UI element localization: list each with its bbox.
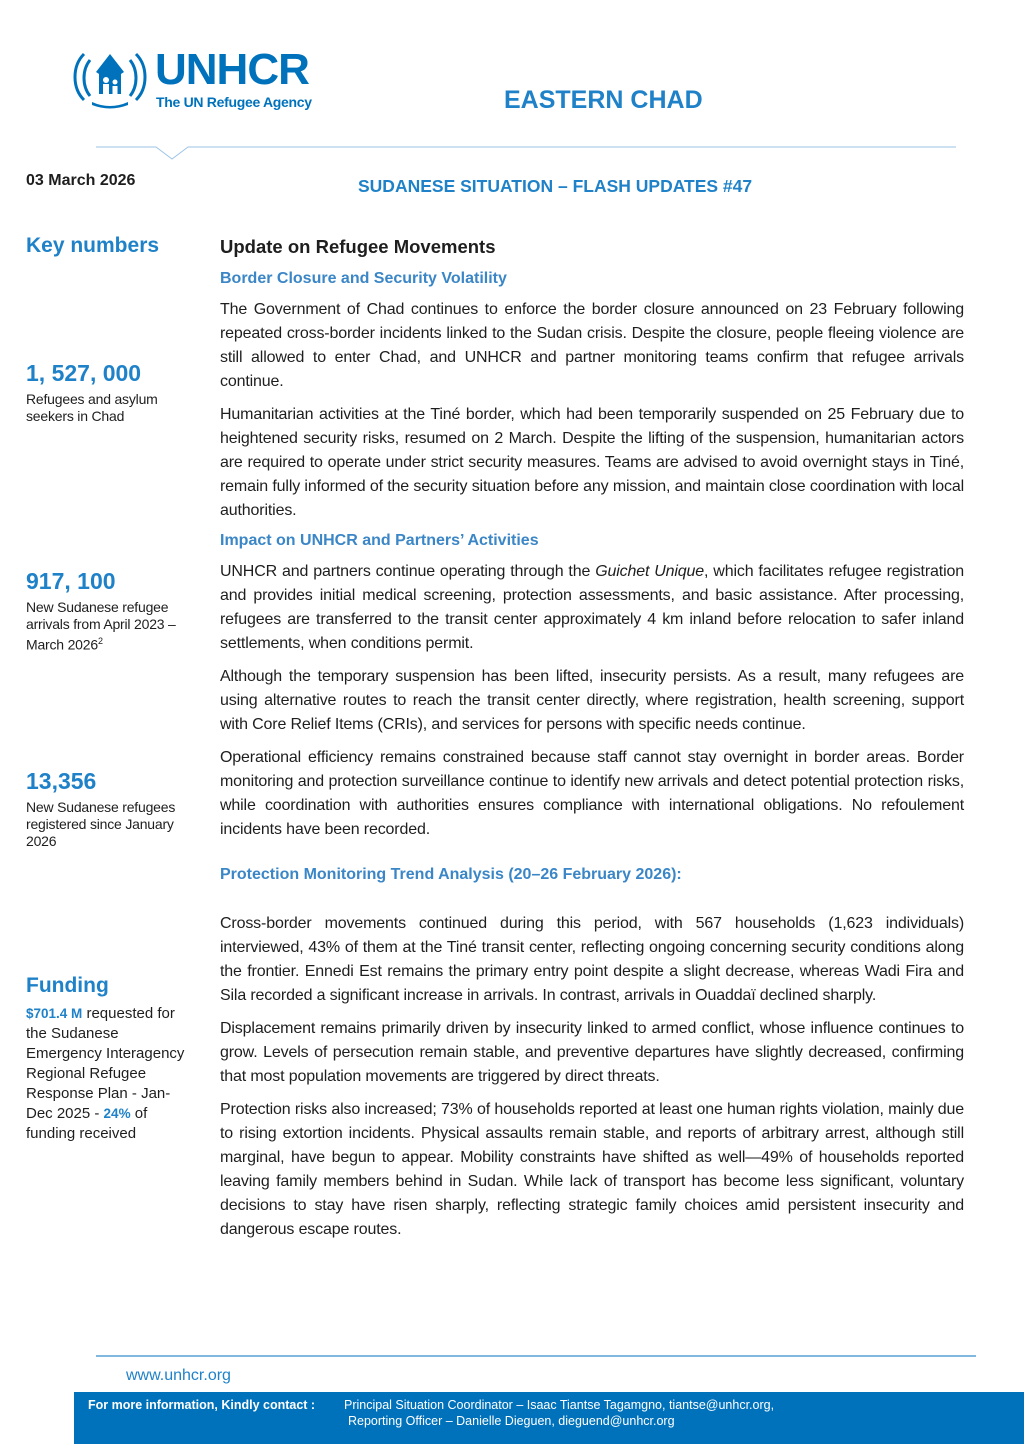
main-content: Update on Refugee Movements Border Closu… (220, 236, 964, 1251)
logo-emblem (73, 52, 147, 109)
funding-title: Funding (26, 974, 109, 997)
section: Protection Monitoring Trend Analysis (20… (220, 866, 964, 1242)
funding: Funding $701.4 M requested for the Sudan… (26, 974, 198, 1144)
section: Border Closure and Security Volatility Th… (220, 270, 964, 523)
key-number: 13,356 New Sudanese refugees registered s… (26, 768, 196, 850)
text-run: Displacement remains primarily driven by… (220, 1020, 964, 1085)
paragraph: Operational efficiency remains constrain… (220, 746, 964, 842)
footnote-ref: 2 (97, 636, 103, 646)
text-run: Although the temporary suspension has be… (220, 668, 964, 733)
section-heading: Impact on UNHCR and Partners’ Activities (220, 532, 539, 549)
key-number: 1, 527, 000 Refugees and asylum seekers i… (26, 360, 196, 425)
key-number-label-text: New Sudanese refugees registered since J… (26, 799, 176, 849)
text-run: Operational efficiency remains constrain… (220, 749, 964, 838)
funding-text: $701.4 M requested for the Sudanese Emer… (26, 1004, 198, 1144)
logo-tagline: The UN Refugee Agency (156, 94, 312, 110)
paragraph: Although the temporary suspension has be… (220, 665, 964, 737)
paragraph: Cross-border movements continued during … (220, 912, 964, 1008)
website[interactable]: www.unhcr.org (126, 1367, 231, 1384)
header-rule (96, 146, 956, 160)
text-run: , which facilitates refugee registration… (220, 563, 964, 652)
section-heading: Border Closure and Security Volatility (220, 270, 507, 287)
contact-bar: For more information, Kindly contact : P… (74, 1392, 1024, 1444)
paragraph: Displacement remains primarily driven by… (220, 1017, 964, 1089)
logo-name: UNHCR (155, 45, 310, 94)
paragraph: Humanitarian activities at the Tiné bord… (220, 403, 964, 523)
key-number: 917, 100 New Sudanese refugee arrivals fr… (26, 568, 196, 654)
text-run: The Government of Chad continues to enfo… (220, 301, 964, 390)
funding-run: of funding received (26, 1105, 148, 1142)
paragraph: UNHCR and partners continue operating th… (220, 560, 964, 656)
date: 03 March 2026 (26, 172, 136, 189)
paragraph: Protection risks also increased; 73% of … (220, 1098, 964, 1242)
key-number-label-text: Refugees and asylum seekers in Chad (26, 391, 158, 424)
key-numbers-title: Key numbers (26, 234, 160, 257)
funding-run: requested for the Sudanese Emergency Int… (26, 1005, 185, 1122)
contact-line: Principal Situation Coordinator – Isaac … (344, 1398, 775, 1412)
text-run: Protection risks also increased; 73% of … (220, 1101, 964, 1238)
report-title: SUDANESE SITUATION – FLASH UPDATES #47 (358, 176, 753, 196)
section-heading: Protection Monitoring Trend Analysis (20… (220, 866, 682, 883)
text-run: Cross-border movements continued during … (220, 915, 964, 1004)
key-number-label: New Sudanese refugee arrivals from April… (26, 599, 196, 654)
contact-line: Reporting Officer – Danielle Dieguen, di… (348, 1414, 675, 1428)
key-number-label: New Sudanese refugees registered since J… (26, 799, 196, 850)
text-run: UNHCR and partners continue operating th… (220, 563, 596, 580)
footer-rule (96, 1355, 976, 1357)
contact-label: For more information, Kindly contact : (88, 1398, 316, 1412)
key-number-value: 1, 527, 000 (26, 360, 142, 386)
main-title: Update on Refugee Movements (220, 236, 496, 257)
key-number-value: 917, 100 (26, 568, 116, 594)
italic-term: Guichet Unique (595, 563, 705, 580)
key-number-value: 13,356 (26, 768, 97, 794)
text-run: Humanitarian activities at the Tiné bord… (220, 406, 964, 519)
funding-highlight: 24% (103, 1106, 131, 1121)
key-number-label: Refugees and asylum seekers in Chad (26, 391, 196, 425)
key-number-label-text: New Sudanese refugee arrivals from April… (26, 599, 176, 653)
paragraph: The Government of Chad continues to enfo… (220, 298, 964, 394)
section: Impact on UNHCR and Partners’ Activities… (220, 532, 964, 842)
region: EASTERN CHAD (504, 86, 703, 114)
funding-highlight: $701.4 M (26, 1006, 83, 1021)
